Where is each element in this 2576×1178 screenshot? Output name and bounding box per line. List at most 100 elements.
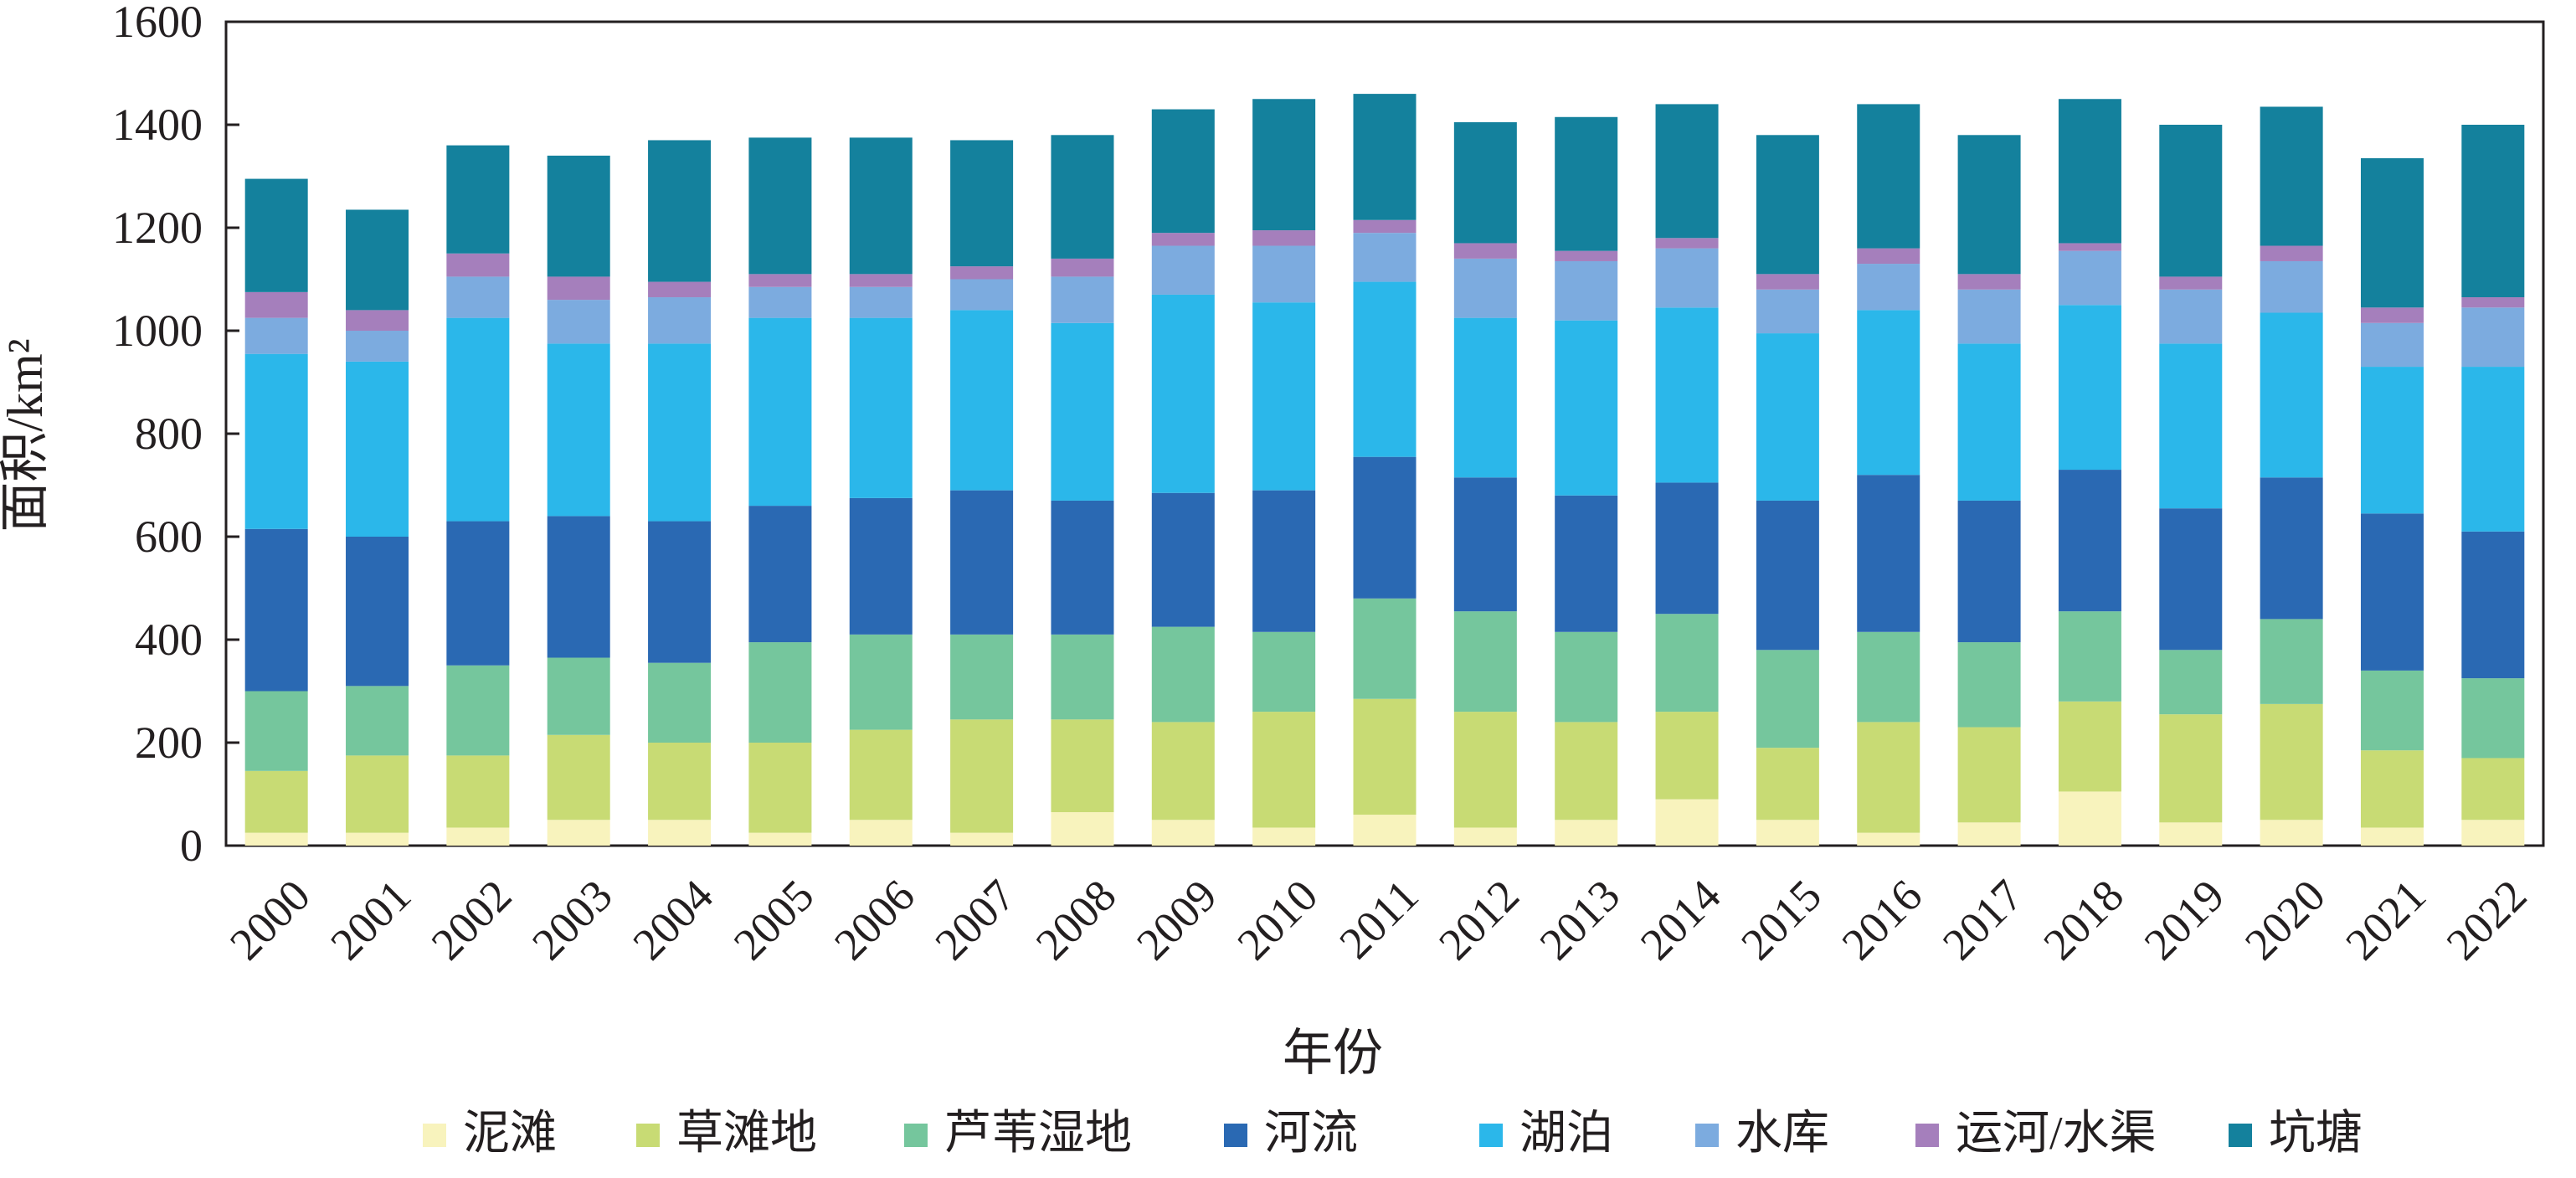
bar-segment <box>849 274 913 287</box>
bar-segment <box>1555 495 1618 632</box>
bar-segment <box>244 832 308 846</box>
bar-segment <box>2461 297 2525 308</box>
bar-segment <box>950 719 1014 833</box>
bar-segment <box>547 516 610 658</box>
legend-label: 湖泊 <box>1519 1108 1613 1160</box>
bar-segment <box>950 266 1014 280</box>
bar-segment <box>1756 333 1819 501</box>
bar-segment <box>2260 820 2323 846</box>
x-tick-label: 2018 <box>2034 870 2133 970</box>
x-tick-label: 2007 <box>925 870 1025 970</box>
bar-segment <box>1756 500 1819 651</box>
bar-segment <box>1756 274 1819 290</box>
bar-segment <box>2159 650 2223 715</box>
legend-label: 坑塘 <box>2269 1108 2363 1160</box>
bar-segment <box>1151 245 1215 295</box>
bar-segment <box>1957 274 2021 290</box>
bar-segment <box>2461 531 2525 679</box>
bar-segment <box>648 343 712 522</box>
bar-segment <box>1151 294 1215 493</box>
bar-segment <box>446 276 510 318</box>
bar-segment <box>1555 250 1618 261</box>
bar-segment <box>1051 322 1114 501</box>
bar-segment <box>2360 513 2424 671</box>
bar-segment <box>648 743 712 820</box>
bar-segment <box>1555 116 1618 251</box>
bar-segment <box>1756 135 1819 275</box>
x-tick-label: 2004 <box>623 870 722 970</box>
y-tick-label: 0 <box>180 820 203 871</box>
bar-segment <box>950 140 1014 267</box>
legend-label: 运河/水渠 <box>1956 1108 2157 1160</box>
bar-segment <box>1957 727 2021 823</box>
legend-swatch <box>1224 1124 1247 1147</box>
bar-segment <box>1857 264 1920 311</box>
bar-segment <box>446 521 510 666</box>
bar-segment <box>1252 712 1316 828</box>
bar-segment <box>1353 233 1417 282</box>
bar-segment <box>1051 276 1114 323</box>
y-axis-title: 面积/km² <box>0 338 53 532</box>
bar-segment <box>1655 482 1719 615</box>
bar-segment <box>1857 832 1920 846</box>
bar-segment <box>1453 477 1517 612</box>
bar-segment <box>547 657 610 735</box>
bar-segment <box>2360 670 2424 751</box>
bar-segment <box>2461 125 2525 298</box>
bar-segment <box>950 279 1014 311</box>
bar-segment <box>1857 631 1920 723</box>
y-tick-label: 1400 <box>112 100 203 150</box>
bar-segment <box>849 317 913 498</box>
bar-segment <box>1756 748 1819 820</box>
bar-segment <box>446 317 510 522</box>
bar-segment <box>1655 307 1719 483</box>
y-tick-label: 1000 <box>112 306 203 356</box>
bar-segment <box>346 331 409 362</box>
bar-segment <box>1756 289 1819 334</box>
bar-segment <box>2260 245 2323 261</box>
x-tick-label: 2022 <box>2437 870 2537 970</box>
bar-segment <box>2159 343 2223 509</box>
bar-segment <box>1857 310 1920 476</box>
bar-segment <box>2461 758 2525 820</box>
bar-segment <box>446 827 510 846</box>
x-tick-label: 2011 <box>1329 870 1427 968</box>
bar-segment <box>2058 99 2121 244</box>
bar-segment <box>547 300 610 344</box>
bar-segment <box>2461 678 2525 759</box>
x-tick-label: 2019 <box>2135 870 2234 970</box>
x-tick-label: 2015 <box>1731 870 1831 970</box>
legend-swatch <box>636 1124 660 1147</box>
bar-segment <box>849 729 913 820</box>
bar-segment <box>2159 714 2223 823</box>
bar-segment <box>2260 106 2323 246</box>
bar-segment <box>1051 500 1114 635</box>
x-axis-title: 年份 <box>1283 1026 1383 1081</box>
bar-segment <box>1957 135 2021 275</box>
bar-segment <box>1151 233 1215 246</box>
y-tick-label: 400 <box>135 615 203 665</box>
bar-segment <box>547 155 610 277</box>
x-tick-label: 2000 <box>220 870 320 970</box>
x-tick-label: 2010 <box>1228 870 1328 970</box>
bar-segment <box>1555 260 1618 321</box>
bar-segment <box>1857 248 1920 265</box>
bar-segment <box>547 734 610 820</box>
bar-segment <box>1957 822 2021 846</box>
bar-segment <box>2058 611 2121 702</box>
x-tick-label: 2003 <box>522 870 622 970</box>
bar-segment <box>2360 750 2424 828</box>
bar-segment <box>1857 475 1920 632</box>
bar-segment <box>1051 719 1114 813</box>
bar-segment <box>1353 698 1417 815</box>
bar-segment <box>1353 598 1417 699</box>
bar-segment <box>244 691 308 771</box>
bar-segment <box>1353 281 1417 457</box>
bars <box>244 94 2525 846</box>
bar-segment <box>1151 722 1215 820</box>
bar-segment <box>950 634 1014 720</box>
legend-swatch <box>904 1124 928 1147</box>
bar-segment <box>1252 230 1316 246</box>
bar-segment <box>446 145 510 254</box>
bar-segment <box>2260 703 2323 820</box>
